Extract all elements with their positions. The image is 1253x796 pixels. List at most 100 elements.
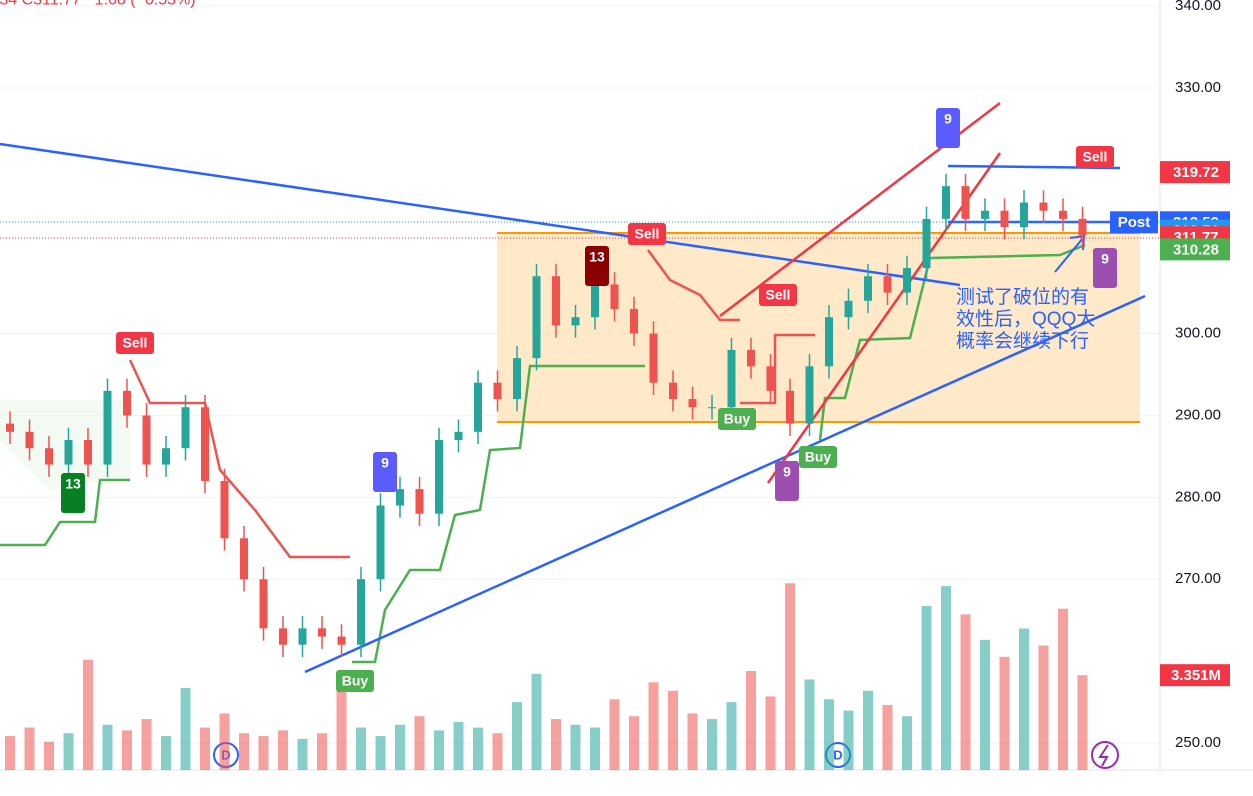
candle-body bbox=[201, 407, 209, 481]
volume-bar bbox=[726, 702, 737, 770]
volume-bar bbox=[902, 716, 912, 770]
signal-marker bbox=[1076, 146, 1114, 168]
signal-label: Sell bbox=[1083, 149, 1108, 165]
trend-line bbox=[0, 142, 961, 287]
supertrend-down bbox=[646, 249, 740, 322]
candle-body bbox=[493, 382, 502, 400]
supertrend-down bbox=[740, 333, 815, 405]
volume-bar bbox=[863, 690, 873, 770]
volume-bar bbox=[746, 670, 756, 770]
volume-bar bbox=[668, 690, 678, 770]
volume-bar bbox=[141, 719, 152, 770]
signal-label: Buy bbox=[342, 673, 369, 689]
candle-body bbox=[727, 349, 736, 408]
events-icon[interactable] bbox=[1091, 741, 1119, 769]
signal-label: 13 bbox=[65, 476, 81, 492]
candle-body bbox=[688, 399, 697, 408]
candle-body bbox=[64, 440, 73, 465]
volume-bar bbox=[551, 719, 561, 770]
candle-body bbox=[981, 210, 989, 219]
volume-bar bbox=[200, 727, 210, 770]
signal-marker bbox=[61, 473, 85, 513]
volume-bar bbox=[804, 679, 815, 770]
volume-bar bbox=[980, 639, 990, 770]
candle-body bbox=[630, 308, 638, 334]
signal-marker bbox=[775, 461, 799, 501]
candle-body bbox=[747, 349, 755, 367]
session-badge bbox=[1110, 211, 1158, 234]
volume-bar bbox=[102, 724, 113, 770]
volume-bar bbox=[609, 699, 620, 770]
y-tick-label: 270.00 bbox=[1175, 570, 1221, 587]
volume-bar bbox=[921, 605, 932, 770]
candle-body bbox=[142, 415, 151, 465]
volume-bar bbox=[63, 733, 74, 770]
supertrend-down bbox=[128, 359, 350, 559]
volume-bar bbox=[473, 727, 483, 770]
candle-body bbox=[961, 186, 970, 219]
candle-body bbox=[591, 284, 599, 318]
candle-body bbox=[474, 382, 482, 432]
volume-bar bbox=[492, 733, 503, 770]
annotation-text: 效性后，QQQ大 bbox=[956, 308, 1095, 330]
candle-body bbox=[25, 431, 34, 449]
signal-label: 9 bbox=[783, 464, 791, 480]
candle-body bbox=[84, 440, 92, 465]
y-tick-label: 280.00 bbox=[1175, 488, 1221, 505]
signal-marker bbox=[799, 446, 837, 468]
signal-label: Sell bbox=[635, 226, 660, 242]
candle-body bbox=[786, 390, 794, 424]
candle-body bbox=[805, 366, 814, 424]
candle-body bbox=[571, 317, 580, 326]
signal-marker bbox=[936, 108, 960, 148]
volume-bar bbox=[1077, 675, 1088, 770]
volume-bar bbox=[1058, 608, 1068, 770]
volume-bar bbox=[824, 699, 834, 770]
volume-bar bbox=[395, 724, 405, 770]
candle-body bbox=[6, 423, 14, 432]
arrow-head bbox=[1069, 234, 1086, 251]
volume-bar bbox=[219, 713, 230, 770]
candle-body bbox=[1078, 218, 1087, 236]
volume-bar bbox=[278, 730, 288, 770]
supertrend-up bbox=[0, 478, 130, 547]
price-badge-label: 319.72 bbox=[1173, 164, 1219, 181]
candle-body bbox=[942, 186, 950, 219]
signal-marker bbox=[628, 223, 666, 245]
candle-body bbox=[708, 407, 716, 409]
volume-bar bbox=[1019, 628, 1029, 770]
signal-marker bbox=[116, 332, 154, 354]
price-badge-label: 310.28 bbox=[1173, 241, 1219, 258]
signal-marker bbox=[585, 246, 609, 286]
session-badge-label: Post bbox=[1118, 214, 1151, 231]
volume-bar bbox=[590, 727, 600, 770]
candle-body bbox=[162, 448, 170, 465]
candle-body bbox=[279, 628, 287, 645]
candle-body bbox=[357, 579, 365, 645]
candle-body bbox=[766, 366, 775, 391]
signal-marker bbox=[1093, 248, 1117, 288]
signal-label: Buy bbox=[724, 411, 751, 427]
volume-bar bbox=[765, 696, 776, 770]
candle-body bbox=[610, 284, 619, 309]
volume-bar bbox=[453, 721, 464, 770]
candle-body bbox=[1000, 210, 1009, 228]
candle-body bbox=[240, 538, 248, 580]
signal-label: Sell bbox=[123, 335, 148, 351]
candle-body bbox=[318, 628, 326, 637]
volume-bar bbox=[336, 690, 347, 770]
volume-bar bbox=[375, 736, 386, 770]
candle-body bbox=[922, 218, 931, 269]
candle-body bbox=[1020, 202, 1028, 228]
y-tick-label: 340.00 bbox=[1175, 0, 1221, 14]
y-tick-label: 300.00 bbox=[1175, 325, 1221, 342]
candle-body bbox=[552, 276, 560, 326]
events-circle[interactable] bbox=[1091, 741, 1119, 769]
arrow bbox=[1054, 237, 1084, 273]
signal-marker bbox=[336, 670, 374, 692]
candle-body bbox=[259, 579, 268, 629]
signal-label: 9 bbox=[381, 455, 389, 471]
signal-label: 9 bbox=[944, 111, 952, 127]
volume-bar bbox=[239, 733, 249, 770]
candle-body bbox=[883, 276, 892, 293]
